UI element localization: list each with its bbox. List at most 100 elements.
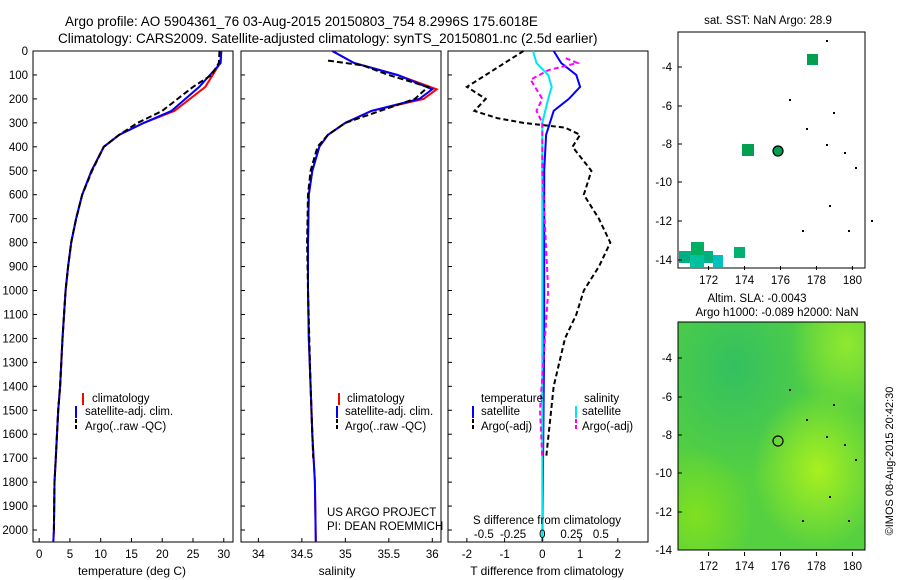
temperature-legend: climatology satellite-adj. clim. Argo(..… [75, 393, 173, 433]
sst-square [703, 251, 713, 263]
map-ytick-label: -10 [655, 468, 672, 480]
sst-square [734, 247, 745, 258]
x-tick-label: 0.25 [560, 529, 582, 541]
depth-tick-label: 500 [9, 166, 28, 178]
depth-tick-label: 200 [9, 94, 28, 106]
series-line-temperature-satellite [541, 50, 582, 543]
series-line-argo-raw-qc- [52, 50, 221, 531]
series-line-climatology [52, 50, 223, 543]
legend-climatology-label: climatology [347, 393, 405, 405]
depth-tick-label: 1900 [2, 501, 28, 513]
depth-tick-label: 1600 [2, 429, 28, 441]
x-tick-label: 0 [36, 549, 42, 561]
depth-tick-label: 800 [9, 238, 28, 250]
series-line-salinity-argo-adj- [529, 57, 581, 459]
temperature-xlabel: temperature (deg C) [78, 564, 186, 578]
depth-tick-label: 100 [9, 70, 28, 82]
x-tick-label: 34 [252, 549, 265, 561]
legend-satellite-label: satellite-adj. clim. [85, 406, 173, 418]
depth-tick-label: 2000 [2, 525, 28, 537]
sst-square [691, 242, 704, 255]
legend-climatology-label: climatology [92, 393, 150, 405]
legend-argo-label: Argo(..raw -QC) [345, 421, 426, 433]
sla-map-frame [677, 321, 866, 551]
map-ytick-label: -4 [662, 353, 673, 365]
depth-tick-label: 1200 [2, 333, 28, 345]
x-tick-label: -1 [499, 549, 509, 561]
t-difference-label: T difference from climatology [470, 564, 624, 578]
x-tick-label: 30 [217, 549, 230, 561]
map-xtick-label: 178 [807, 561, 826, 573]
x-tick-label: 35.5 [378, 549, 400, 561]
map-xtick-label: 176 [771, 561, 790, 573]
legend-temp-satellite-label: satellite [481, 406, 520, 418]
imos-timestamp: ©IMOS 08-Aug-2015 20:42:30 [884, 387, 896, 536]
depth-tick-label: 900 [9, 262, 28, 274]
x-tick-label: 34.5 [291, 549, 313, 561]
map-ytick-label: -12 [655, 216, 672, 228]
depth-tick-label: 400 [9, 142, 28, 154]
argo-location-marker [772, 145, 784, 157]
x-tick-label: -2 [462, 549, 472, 561]
sst-map-frame [677, 31, 866, 269]
depth-tick-label: 700 [9, 214, 28, 226]
argo-location-marker [772, 435, 784, 447]
x-tick-label: -0.5 [474, 529, 494, 541]
depth-tick-label: 1100 [3, 309, 28, 321]
series-line-satellite-adj-clim- [52, 50, 223, 543]
sst-square [713, 255, 723, 267]
x-tick-label: 35 [339, 549, 352, 561]
sst-square [807, 54, 818, 65]
depth-tick-label: 300 [9, 118, 28, 130]
sla-map-dots [789, 389, 857, 522]
map-ytick-label: -6 [662, 392, 672, 404]
series-line-temperature-argo-adj- [465, 50, 612, 459]
map-xtick-label: 172 [699, 561, 718, 573]
sst-square [742, 144, 754, 156]
salinity-panel: 34 34.5 35 35.5 36 salinity climatology sate… [240, 50, 443, 578]
x-tick-label: 1 [577, 549, 583, 561]
map-ytick-label: -8 [662, 430, 672, 442]
series-line-climatology [307, 50, 439, 543]
map-ytick-label: -4 [662, 62, 673, 74]
map-xtick-label: 174 [735, 275, 755, 287]
x-tick-label: 10 [94, 549, 107, 561]
sst-map: sat. SST: NaN Argo: 28.9 -4 -6 -8 -10 -12 -14… [655, 15, 873, 287]
sla-map-title2: Argo h1000: -0.089 h2000: NaN [695, 307, 858, 319]
x-tick-label: 25 [187, 549, 200, 561]
depth-tick-label: 1800 [2, 477, 28, 489]
map-ytick-label: -8 [662, 139, 672, 151]
sla-map-title1: Altim. SLA: -0.0043 [707, 293, 806, 305]
legend-sal-argo-label: Argo(-adj) [582, 421, 633, 433]
depth-tick-label: 1300 [2, 357, 28, 369]
legend-sal-satellite-label: satellite [582, 406, 621, 418]
depth-tick-label: 1000 [2, 286, 28, 298]
salinity-xlabel: salinity [319, 564, 356, 578]
legend-salinity-title: salinity [584, 393, 619, 405]
legend-temp-argo-label: Argo(-adj) [481, 421, 532, 433]
map-ytick-label: -12 [655, 507, 672, 519]
figure-title-line1: Argo profile: AO 5904361_76 03-Aug-2015 … [65, 14, 538, 29]
temperature-plot-frame [32, 50, 234, 543]
x-tick-label: 2 [615, 549, 621, 561]
difference-legend: temperature salinity satellite Argo(-adj… [472, 393, 633, 433]
depth-tick-label: 1500 [2, 405, 28, 417]
map-xtick-label: 176 [771, 275, 790, 287]
legend-temperature-title: temperature [481, 393, 543, 405]
x-tick-label: -0.25 [500, 529, 526, 541]
depth-tick-label: 600 [9, 190, 28, 202]
sst-square [679, 251, 691, 263]
series-line-satellite-adj-clim- [307, 50, 435, 543]
map-ytick-label: -14 [655, 545, 672, 557]
x-tick-label: 20 [156, 549, 169, 561]
depth-axis: 0 100 200 300 400 500 600 700 800 900 1000 1100 1200… [2, 46, 452, 537]
difference-plot-frame [447, 50, 649, 543]
x-tick-label: 15 [125, 549, 138, 561]
legend-satellite-label: satellite-adj. clim. [345, 406, 433, 418]
x-tick-label: 0.5 [593, 529, 609, 541]
x-tick-label: 36 [426, 549, 439, 561]
depth-tick-label: 1400 [2, 381, 28, 393]
series-line-argo-raw-qc- [306, 59, 430, 459]
x-tick-label: 0 [539, 529, 545, 541]
